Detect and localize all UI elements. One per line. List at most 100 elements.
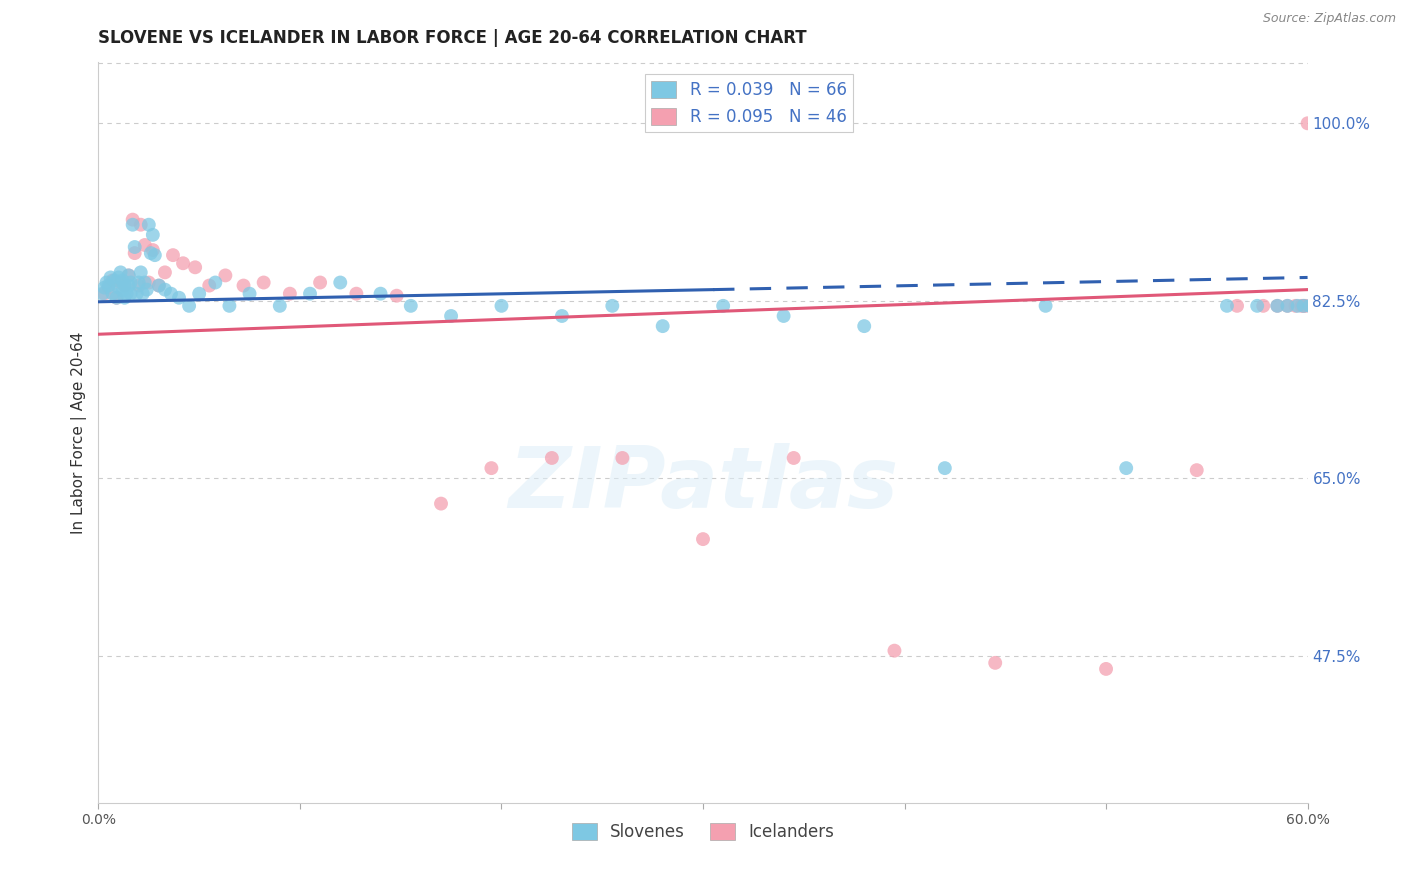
Point	[440, 309, 463, 323]
Point	[1298, 299, 1320, 313]
Point	[309, 276, 332, 290]
Point	[129, 265, 152, 279]
Point	[711, 299, 734, 313]
Point	[1277, 299, 1299, 313]
Point	[107, 280, 129, 294]
Point	[491, 299, 513, 313]
Point	[344, 286, 367, 301]
Point	[143, 248, 166, 262]
Point	[121, 218, 143, 232]
Point	[103, 273, 125, 287]
Point	[135, 283, 157, 297]
Point	[934, 461, 956, 475]
Point	[1292, 299, 1315, 313]
Point	[167, 291, 190, 305]
Point	[153, 283, 176, 297]
Point	[124, 246, 146, 260]
Point	[772, 309, 794, 323]
Point	[101, 273, 124, 287]
Point	[184, 260, 207, 275]
Point	[1305, 152, 1327, 166]
Point	[138, 218, 160, 232]
Point	[118, 268, 141, 283]
Point	[299, 286, 322, 301]
Point	[111, 284, 134, 298]
Point	[128, 276, 150, 290]
Point	[1292, 299, 1315, 313]
Point	[214, 268, 236, 283]
Point	[153, 265, 176, 279]
Point	[1246, 299, 1268, 313]
Point	[134, 276, 156, 290]
Point	[128, 278, 150, 293]
Point	[111, 273, 134, 287]
Point	[110, 265, 132, 279]
Point	[125, 286, 148, 301]
Point	[105, 291, 128, 305]
Point	[132, 286, 155, 301]
Point	[91, 286, 114, 301]
Point	[162, 248, 184, 262]
Point	[148, 278, 170, 293]
Point	[1035, 299, 1057, 313]
Point	[120, 286, 142, 301]
Point	[481, 461, 503, 475]
Point	[883, 643, 905, 657]
Point	[540, 450, 562, 465]
Point	[853, 319, 876, 334]
Point	[278, 286, 301, 301]
Point	[129, 218, 152, 232]
Text: ZIPatlas: ZIPatlas	[508, 443, 898, 526]
Text: SLOVENE VS ICELANDER IN LABOR FORCE | AGE 20-64 CORRELATION CHART: SLOVENE VS ICELANDER IN LABOR FORCE | AG…	[98, 29, 807, 47]
Point	[1226, 299, 1249, 313]
Point	[188, 286, 211, 301]
Point	[114, 291, 136, 305]
Point	[101, 286, 124, 301]
Point	[1295, 299, 1317, 313]
Point	[115, 286, 138, 301]
Point	[612, 450, 634, 465]
Point	[198, 278, 221, 293]
Point	[1296, 116, 1319, 130]
Point	[100, 270, 122, 285]
Y-axis label: In Labor Force | Age 20-64: In Labor Force | Age 20-64	[72, 332, 87, 533]
Point	[1115, 461, 1137, 475]
Point	[142, 227, 165, 242]
Point	[118, 278, 141, 293]
Point	[370, 286, 392, 301]
Point	[232, 278, 254, 293]
Point	[692, 532, 714, 546]
Point	[160, 286, 183, 301]
Point	[1267, 299, 1289, 313]
Point	[1309, 142, 1331, 156]
Point	[329, 276, 352, 290]
Point	[1251, 299, 1274, 313]
Point	[134, 238, 156, 252]
Point	[269, 299, 291, 313]
Point	[172, 256, 194, 270]
Point	[120, 276, 142, 290]
Point	[93, 280, 115, 294]
Point	[118, 268, 141, 283]
Point	[1267, 299, 1289, 313]
Point	[984, 656, 1007, 670]
Point	[239, 286, 262, 301]
Point	[783, 450, 806, 465]
Point	[114, 278, 136, 293]
Point	[96, 276, 118, 290]
Point	[105, 291, 128, 305]
Point	[107, 270, 129, 285]
Point	[551, 309, 574, 323]
Point	[179, 299, 201, 313]
Point	[602, 299, 624, 313]
Point	[110, 276, 132, 290]
Point	[204, 276, 226, 290]
Text: Source: ZipAtlas.com: Source: ZipAtlas.com	[1263, 12, 1396, 26]
Point	[1277, 299, 1299, 313]
Point	[1216, 299, 1239, 313]
Point	[148, 278, 170, 293]
Point	[97, 280, 120, 294]
Point	[1286, 299, 1309, 313]
Point	[124, 240, 146, 254]
Point	[218, 299, 240, 313]
